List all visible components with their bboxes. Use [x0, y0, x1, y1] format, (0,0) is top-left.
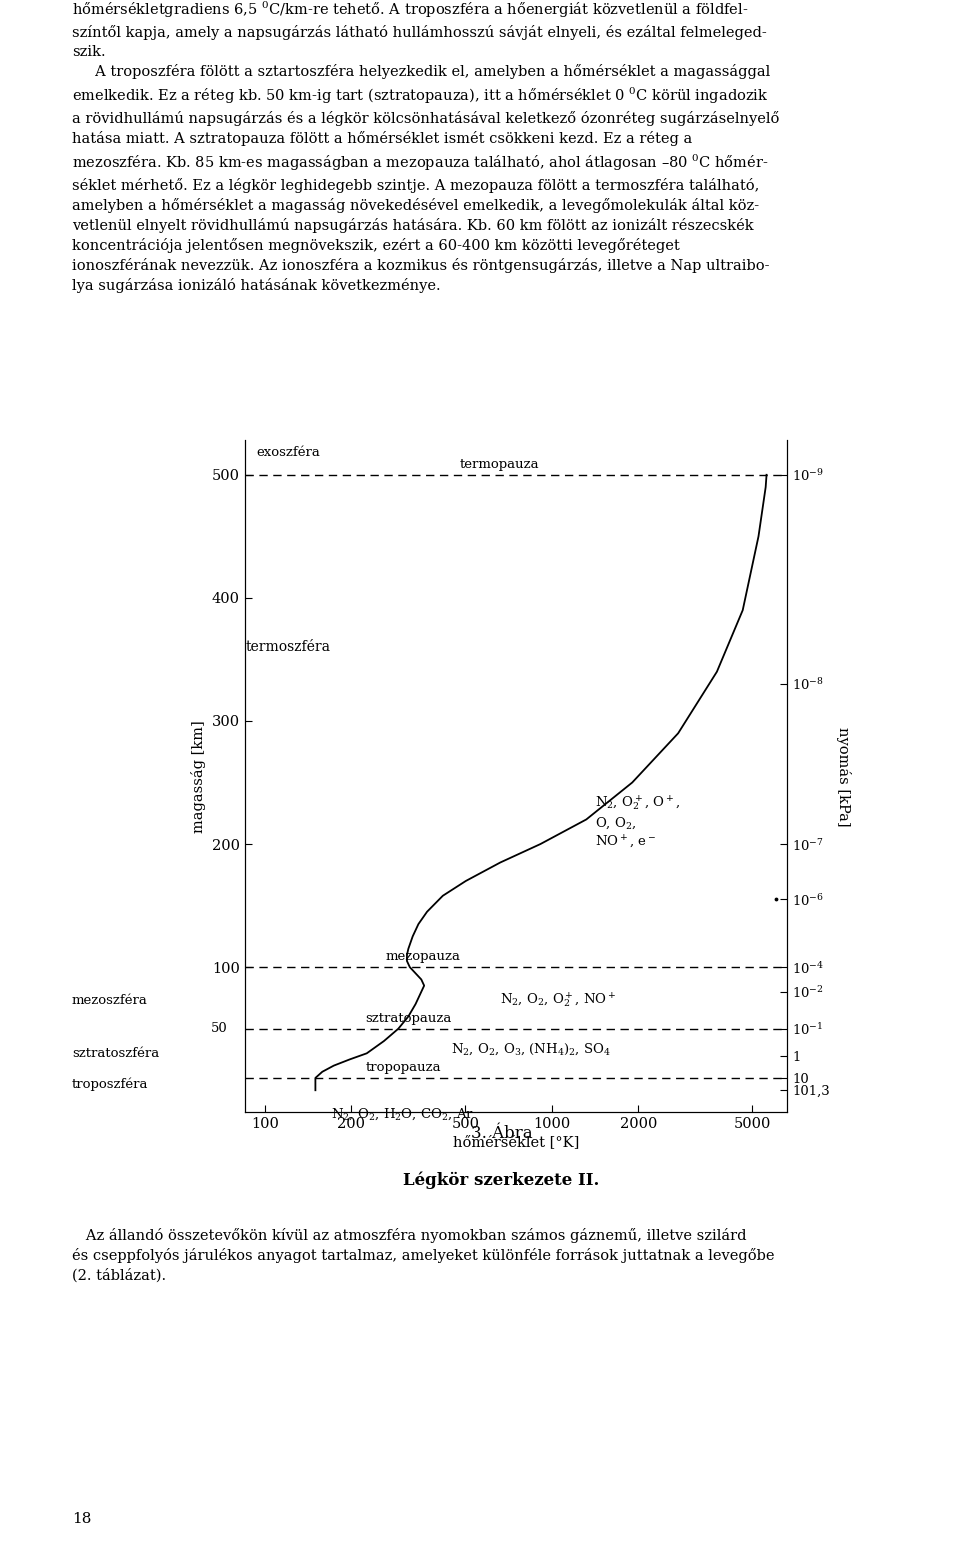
- Text: sztratoszféra: sztratoszféra: [72, 1048, 159, 1060]
- X-axis label: hőmérséklet [°K]: hőmérséklet [°K]: [453, 1136, 579, 1149]
- Text: termopauza: termopauza: [460, 459, 540, 471]
- Text: N$_2$, O$_2$, O$_3$, (NH$_4$)$_2$, SO$_4$: N$_2$, O$_2$, O$_3$, (NH$_4$)$_2$, SO$_4…: [451, 1041, 612, 1057]
- Text: mezopauza: mezopauza: [385, 950, 461, 964]
- Text: N$_2$, O$_2$, H$_2$O, CO$_2$, Ar: N$_2$, O$_2$, H$_2$O, CO$_2$, Ar: [331, 1106, 474, 1122]
- Text: sztratopauza: sztratopauza: [366, 1012, 452, 1024]
- Text: exoszféra: exoszféra: [256, 447, 320, 459]
- Y-axis label: nyomás [kPa]: nyomás [kPa]: [835, 726, 851, 827]
- Y-axis label: magasság [km]: magasság [km]: [191, 720, 206, 833]
- Text: Légkör szerkezete II.: Légkör szerkezete II.: [403, 1171, 600, 1190]
- Text: hőmérsékletgradiens 6,5 $^0$C/km-re tehető. A troposzféra a hőenergiát közvetlen: hőmérsékletgradiens 6,5 $^0$C/km-re tehe…: [72, 0, 780, 292]
- Text: 50: 50: [211, 1023, 228, 1035]
- Text: N$_2$, O$_2^+$, O$^+$,
O, O$_2$,
NO$^+$, e$^-$: N$_2$, O$_2^+$, O$^+$, O, O$_2$, NO$^+$,…: [595, 794, 680, 850]
- Text: 18: 18: [72, 1513, 91, 1526]
- Text: troposzféra: troposzféra: [72, 1077, 149, 1091]
- Text: 3. Ábra: 3. Ábra: [470, 1125, 533, 1142]
- Text: N$_2$, O$_2$, O$_2^+$, NO$^+$: N$_2$, O$_2$, O$_2^+$, NO$^+$: [500, 990, 616, 1010]
- Text: termoszféra: termoszféra: [246, 640, 330, 654]
- Text: Az állandó összetevőkön kívül az atmoszféra nyomokban számos gáznemű, illetve sz: Az állandó összetevőkön kívül az atmoszf…: [72, 1228, 775, 1282]
- Text: tropopauza: tropopauza: [366, 1061, 441, 1074]
- Text: mezoszféra: mezoszféra: [72, 993, 148, 1007]
